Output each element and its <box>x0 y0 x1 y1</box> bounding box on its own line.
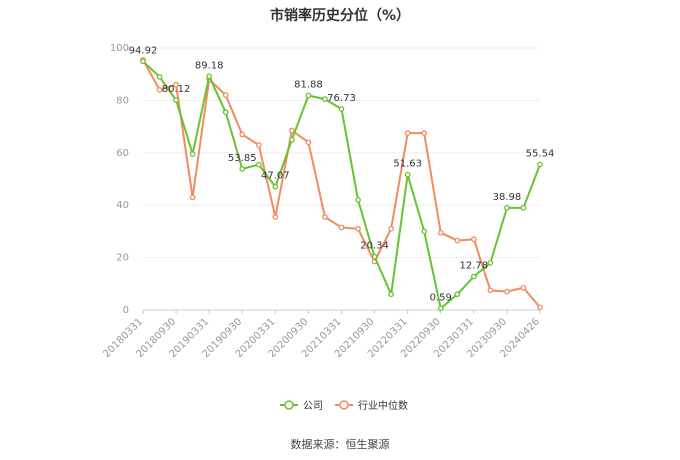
legend-item-industry-median: 行业中位数 <box>335 399 408 412</box>
data-point <box>305 92 312 99</box>
data-point <box>272 214 279 220</box>
data-point <box>504 288 510 295</box>
data-label: 80.12 <box>162 84 191 95</box>
data-point <box>520 204 527 211</box>
data-label: 53.85 <box>228 153 257 164</box>
data-point <box>355 197 361 203</box>
legend-label: 公司 <box>303 401 323 412</box>
data-point <box>404 130 411 136</box>
data-point <box>222 92 229 99</box>
y-tick-label: 60 <box>116 148 129 159</box>
data-point <box>206 73 213 80</box>
data-point <box>239 166 246 172</box>
data-point <box>322 96 328 102</box>
data-point <box>156 73 163 80</box>
legend-label: 行业中位数 <box>358 399 408 412</box>
data-label: 94.92 <box>129 45 158 56</box>
data-point <box>338 224 345 231</box>
y-tick-label: 20 <box>116 253 129 264</box>
data-point <box>173 97 179 103</box>
data-point <box>520 284 527 291</box>
data-point <box>189 151 196 157</box>
y-tick-label: 40 <box>116 200 129 211</box>
data-label: 81.88 <box>294 79 323 90</box>
data-label: 51.63 <box>393 159 422 170</box>
data-point <box>289 136 295 143</box>
data-label: 89.18 <box>195 60 224 71</box>
legend: 公司 行业中位数 <box>280 399 408 412</box>
data-label: 55.54 <box>526 148 555 159</box>
data-point <box>272 183 279 190</box>
data-point <box>404 171 411 178</box>
data-point <box>470 236 477 243</box>
data-point <box>504 205 510 211</box>
data-point <box>537 161 543 168</box>
legend-item-company: 公司 <box>280 400 323 412</box>
legend-swatch-marker <box>284 400 294 410</box>
data-label: 12.78 <box>460 261 489 272</box>
y-tick-label: 0 <box>123 305 129 316</box>
data-point <box>255 161 262 168</box>
data-labels: 94.92 80.12 89.18 53.85 47.07 81.88 76.73 20.34… <box>129 45 555 303</box>
data-point <box>289 127 295 134</box>
data-point <box>189 194 196 201</box>
data-point <box>437 305 444 312</box>
data-point <box>421 228 428 235</box>
legend-swatch-marker <box>339 400 349 410</box>
data-point <box>487 287 494 294</box>
data-point <box>388 291 394 298</box>
data-label: 47.07 <box>261 171 290 182</box>
y-tick-label: 100 <box>110 43 129 54</box>
data-point <box>140 58 146 65</box>
data-point <box>338 106 345 112</box>
data-point <box>255 142 262 148</box>
data-point <box>421 130 428 136</box>
data-point <box>537 304 543 311</box>
data-point <box>305 139 312 146</box>
data-point <box>371 253 378 260</box>
chart-title: 市销率历史分位（%） <box>269 8 411 24</box>
data-label: 76.73 <box>327 93 356 104</box>
data-point <box>487 259 494 266</box>
y-tick-label: 80 <box>116 95 129 106</box>
data-point <box>156 87 163 93</box>
series-lines <box>140 56 543 312</box>
data-point <box>454 291 461 298</box>
data-label: 0.59 <box>430 292 452 303</box>
source-note: 数据来源：恒生聚源 <box>290 438 390 451</box>
data-point <box>388 225 394 232</box>
data-point <box>470 273 477 280</box>
data-point <box>239 131 246 138</box>
data-point <box>173 81 179 88</box>
data-point <box>322 214 328 220</box>
data-point <box>222 109 229 116</box>
data-point <box>355 225 361 232</box>
data-label: 20.34 <box>360 241 389 252</box>
data-label: 38.98 <box>493 192 522 203</box>
data-point <box>454 237 461 244</box>
data-point <box>437 229 444 236</box>
